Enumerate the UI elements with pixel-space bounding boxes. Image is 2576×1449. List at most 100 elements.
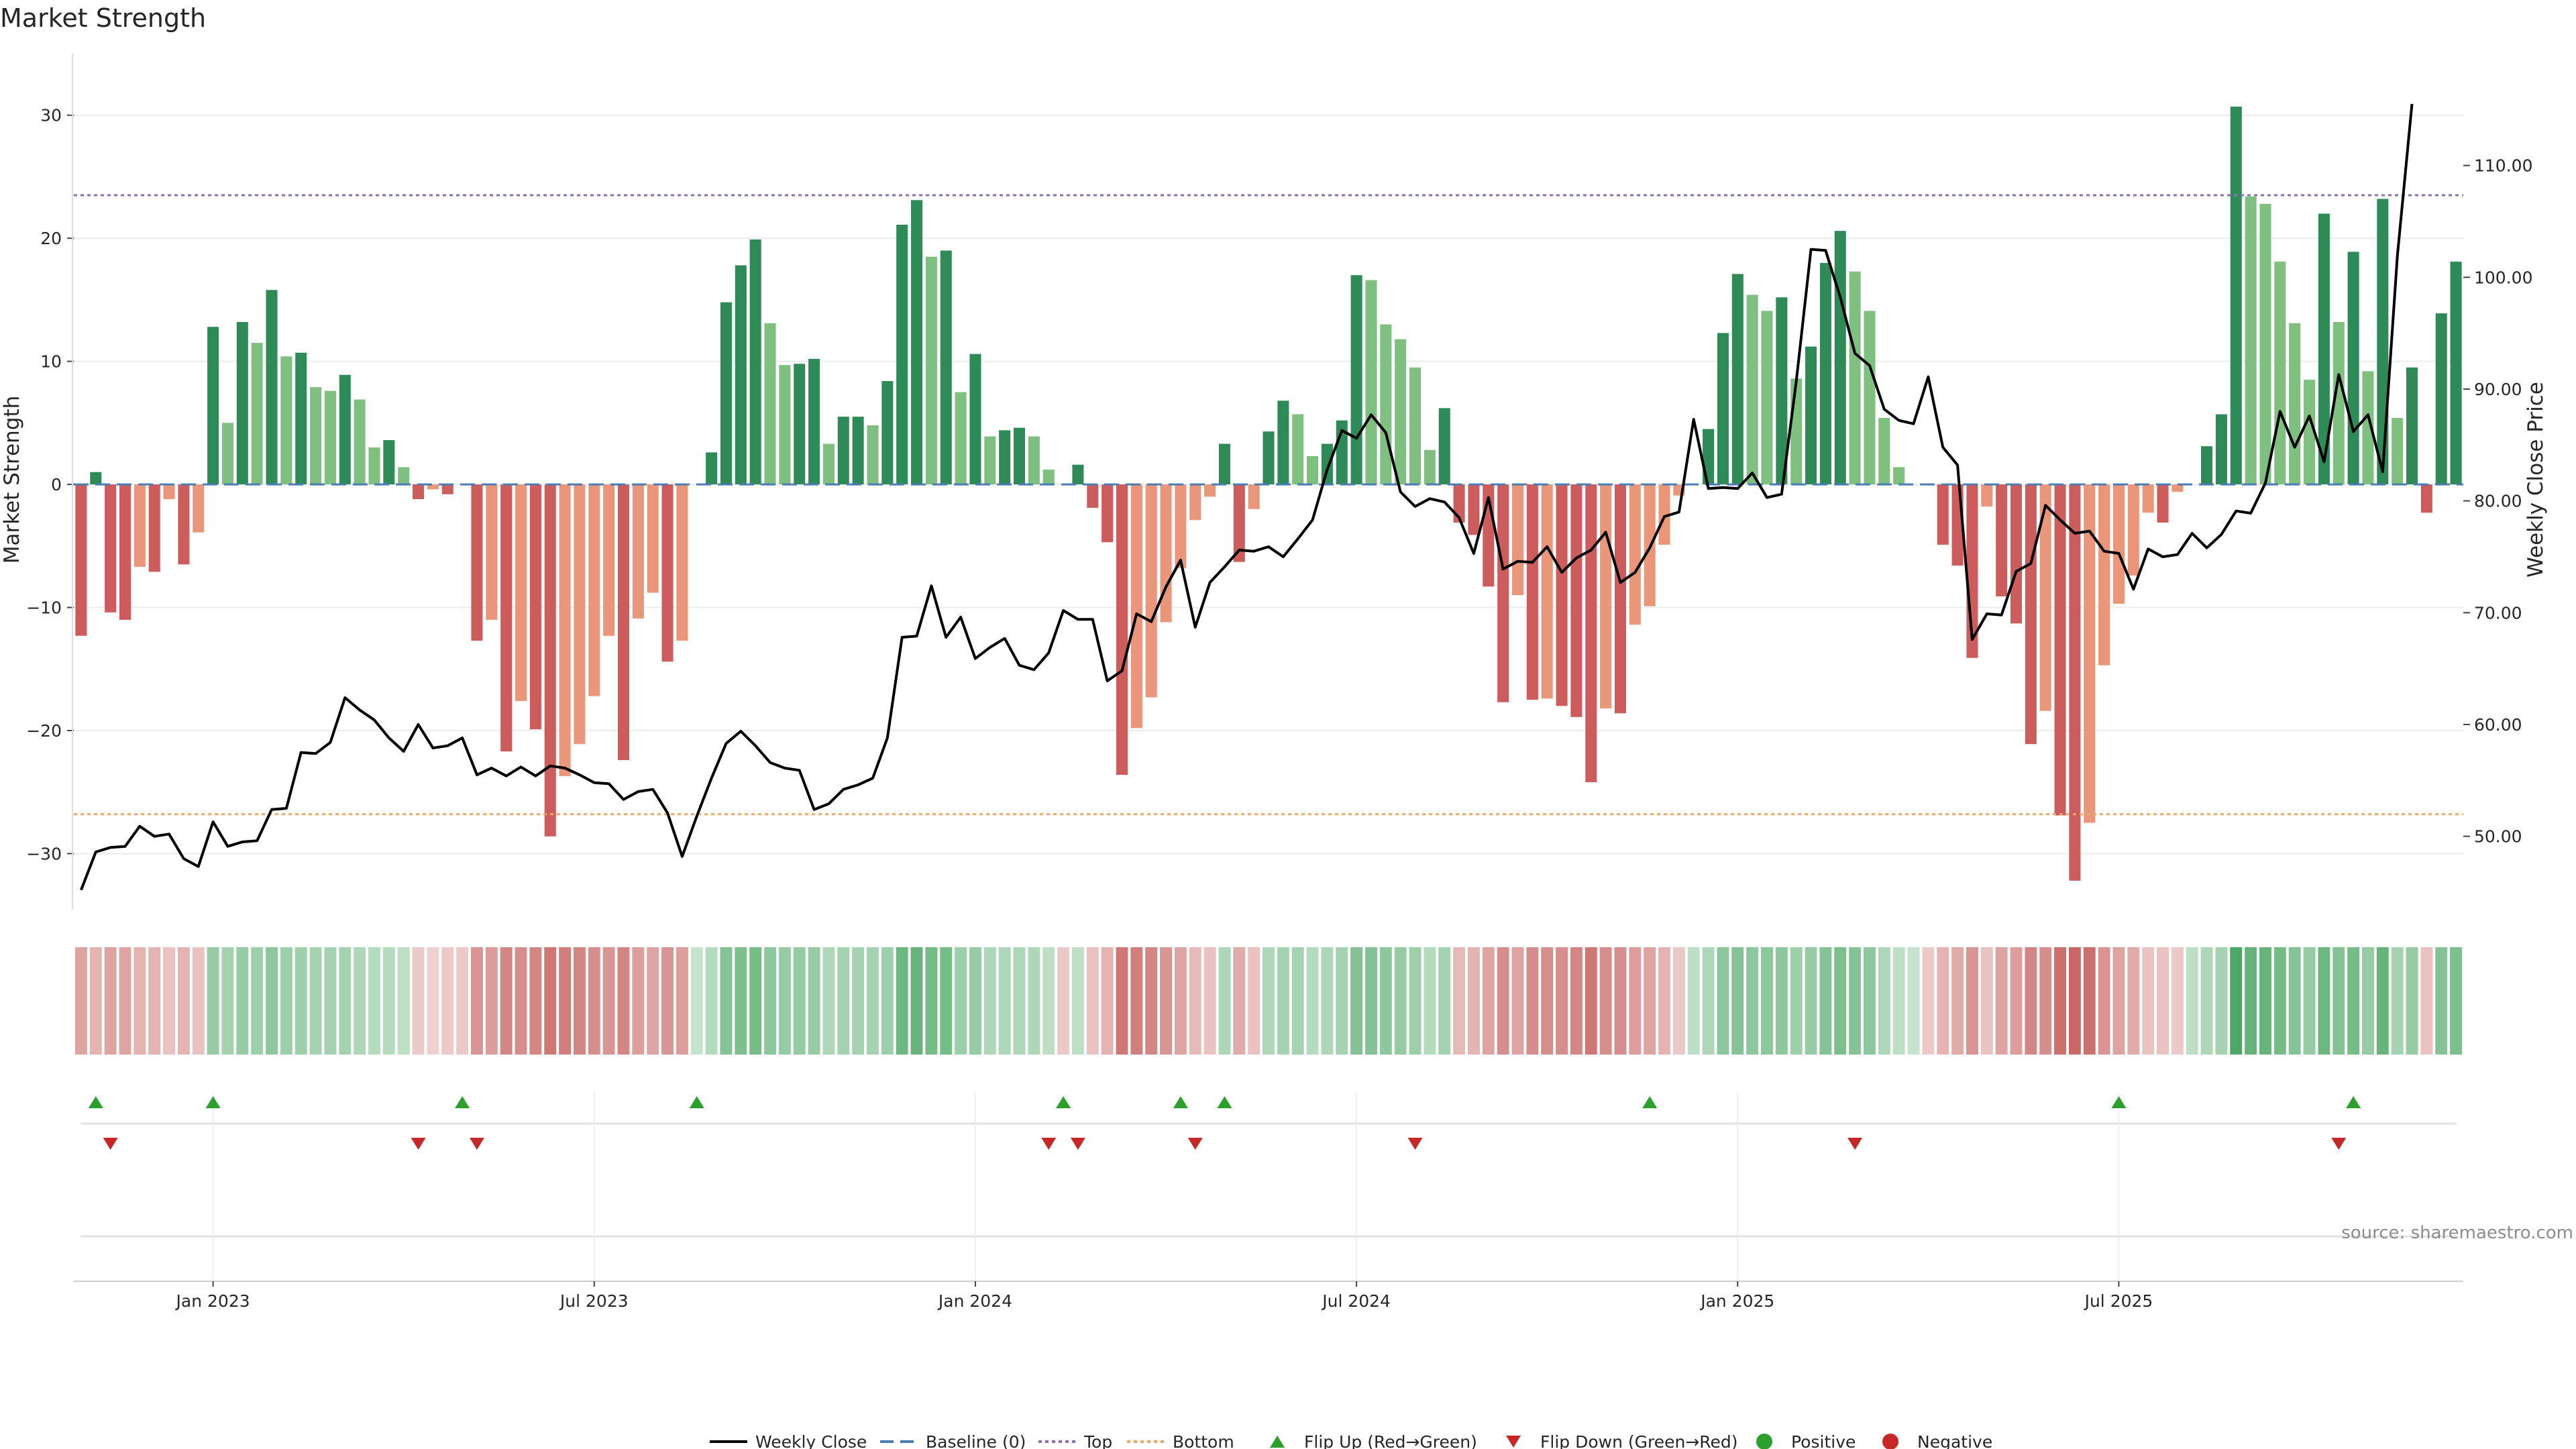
- strength-bar: [500, 484, 513, 752]
- heat-cell: [1130, 947, 1143, 1055]
- heat-cell: [2332, 947, 2345, 1055]
- y-tick-label: −20: [26, 721, 62, 741]
- strength-bar: [441, 484, 453, 494]
- strength-bar: [1585, 484, 1597, 783]
- strength-bar: [911, 200, 923, 485]
- strength-bar: [999, 430, 1011, 485]
- heat-cell: [1937, 947, 1949, 1055]
- legend-label: Flip Down (Green→Red): [1540, 1432, 1738, 1449]
- heat-cell: [1101, 947, 1114, 1055]
- heat-cell: [1746, 947, 1759, 1055]
- strength-bar: [2274, 262, 2286, 485]
- flip-down-marker: [411, 1138, 426, 1150]
- heat-cell: [1526, 947, 1539, 1055]
- heat-cell: [1174, 947, 1187, 1055]
- legend-label: Baseline (0): [926, 1432, 1026, 1449]
- heat-cell: [1263, 947, 1275, 1055]
- strength-bar: [1130, 484, 1142, 729]
- heat-cell: [690, 947, 703, 1055]
- source-note: source: sharemaestro.com: [2341, 1223, 2573, 1243]
- strength-bar: [881, 380, 894, 485]
- heat-cell: [1497, 947, 1509, 1055]
- strength-bar: [1849, 271, 1861, 485]
- strength-bar: [193, 484, 205, 533]
- heat-cell: [1409, 947, 1421, 1055]
- y-tick-label: 0: [51, 475, 62, 494]
- strength-bar: [236, 321, 248, 485]
- strength-bar: [1409, 367, 1421, 485]
- strength-bar: [588, 484, 600, 696]
- x-tick-label: Jul 2024: [1321, 1291, 1391, 1311]
- heat-cell: [1614, 947, 1627, 1055]
- flip-down-marker: [103, 1138, 118, 1150]
- heat-cell: [397, 947, 410, 1055]
- strength-bar: [1307, 455, 1319, 485]
- flip-down-marker: [1847, 1138, 1863, 1150]
- strength-bar: [2201, 446, 2213, 485]
- heat-cell: [354, 947, 366, 1055]
- strength-bar: [1761, 311, 1773, 485]
- strength-bar: [1629, 484, 1641, 625]
- heat-cell: [1819, 947, 1832, 1055]
- heat-cell: [192, 947, 205, 1055]
- heat-cell: [955, 947, 967, 1055]
- strength-bar: [559, 484, 571, 776]
- legend-label: Top: [1083, 1432, 1112, 1449]
- strength-bar: [266, 290, 278, 485]
- heat-cell: [1966, 947, 1978, 1055]
- x-tick-label: Jul 2025: [2084, 1291, 2153, 1311]
- strength-bar: [1746, 294, 1758, 485]
- strength-bar: [2332, 321, 2345, 485]
- heat-cell: [2010, 947, 2023, 1055]
- chart-title: Market Strength: [0, 3, 206, 33]
- strength-bar: [2420, 484, 2432, 513]
- heat-cell: [1980, 947, 1993, 1055]
- strength-bar: [574, 484, 586, 745]
- strength-bar: [2318, 213, 2330, 485]
- legend-item: Flip Up (Red→Green): [1270, 1432, 1477, 1449]
- heat-cell: [983, 947, 996, 1055]
- flip-up-marker: [88, 1096, 103, 1108]
- strength-bar: [1981, 484, 1993, 507]
- strength-bar: [1350, 275, 1362, 485]
- strength-bar: [2392, 418, 2404, 485]
- heat-cell: [2420, 947, 2433, 1055]
- legend-item: Weekly Close: [710, 1432, 867, 1449]
- strength-bar: [1233, 484, 1245, 562]
- strength-bar: [368, 447, 380, 485]
- legend-item: Positive: [1756, 1432, 1856, 1449]
- strength-bar: [632, 484, 644, 619]
- heat-cell: [1511, 947, 1524, 1055]
- strength-bar: [676, 484, 688, 641]
- strength-bar: [2347, 252, 2359, 485]
- strength-bar: [2054, 484, 2066, 816]
- heat-cell: [2450, 947, 2463, 1055]
- strength-bar: [603, 484, 615, 636]
- heat-cell: [119, 947, 131, 1055]
- strength-bar: [339, 374, 351, 485]
- strength-bar: [1731, 274, 1743, 485]
- heat-cell: [1218, 947, 1231, 1055]
- strength-bar: [163, 484, 175, 500]
- heat-cell: [1629, 947, 1642, 1055]
- strength-bar: [735, 265, 747, 485]
- heat-cell: [74, 947, 87, 1055]
- heat-cell: [705, 947, 718, 1055]
- heat-cell: [177, 947, 190, 1055]
- strength-bar: [1013, 427, 1026, 485]
- heat-cell: [764, 947, 776, 1055]
- heat-cell: [1585, 947, 1597, 1055]
- heat-cell: [1834, 947, 1847, 1055]
- strength-bar: [383, 440, 395, 485]
- flip-up-marker: [1642, 1096, 1658, 1108]
- strength-bar: [486, 484, 498, 620]
- heat-cell: [500, 947, 513, 1055]
- strength-bar: [2112, 484, 2125, 604]
- strength-bar: [837, 417, 849, 485]
- heat-cell: [207, 947, 219, 1055]
- strength-bar: [105, 484, 117, 612]
- strength-bar: [1218, 443, 1230, 485]
- heat-cell: [2171, 947, 2184, 1055]
- strength-bar: [940, 250, 952, 485]
